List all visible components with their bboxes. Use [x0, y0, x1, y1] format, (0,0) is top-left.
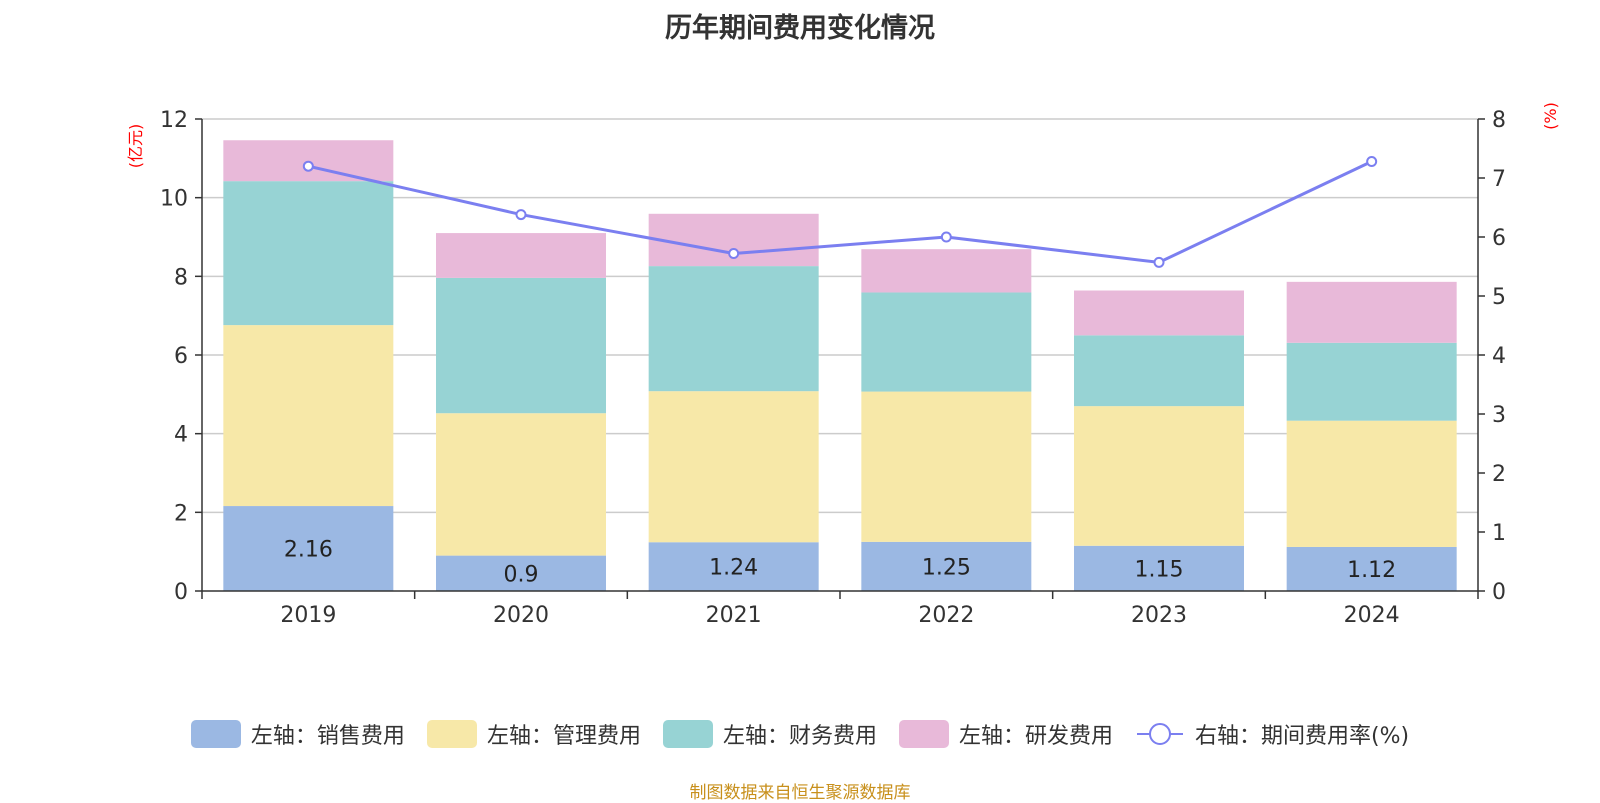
bar-segment: [1286, 420, 1457, 547]
legend-item-expense-ratio[interactable]: 右轴：期间费用率(%): [1135, 718, 1409, 750]
x-axis-tick-label: 2020: [493, 603, 549, 628]
bar-segment: [861, 292, 1032, 392]
bar-segment: [861, 391, 1032, 542]
bar-segment: [436, 555, 606, 591]
bar-segment: [436, 233, 606, 278]
x-axis-tick-label: 2024: [1344, 603, 1400, 628]
right-axis-tick-label: 2: [1492, 462, 1506, 487]
expense-ratio-point: [1366, 155, 1378, 167]
bar-segment: [223, 140, 394, 182]
bar-segment: [1074, 545, 1244, 591]
legend-label-sales: 左轴：销售费用: [250, 724, 405, 749]
legend-line-marker-icon: [1136, 723, 1183, 745]
x-axis-tick-label: 2019: [280, 603, 336, 628]
right-axis-tick-label: 1: [1492, 521, 1506, 546]
legend-item-admin[interactable]: 左轴：管理费用: [426, 718, 641, 750]
left-axis-tick-label: 6: [174, 344, 188, 369]
legend-label-expense-ratio: 右轴：期间费用率(%): [1194, 724, 1410, 749]
bar-segment: [648, 542, 819, 591]
bar-segment: [861, 541, 1032, 591]
legend-item-finance[interactable]: 左轴：财务费用: [662, 718, 877, 750]
right-axis-tick-label: 6: [1492, 226, 1506, 251]
right-axis-unit-label: (%): [1541, 102, 1560, 130]
bar-segment: [648, 391, 819, 543]
bar-segment: [1286, 342, 1457, 421]
legend-label-admin: 左轴：管理费用: [486, 724, 641, 749]
bar-segment: [1286, 281, 1457, 343]
right-axis-tick-label: 3: [1492, 403, 1506, 428]
legend-swatch-admin: [426, 720, 477, 748]
expense-ratio-point: [940, 231, 952, 243]
expense-ratio-point: [515, 209, 527, 221]
bar-segment: [223, 181, 394, 326]
expense-ratio-line: [308, 160, 1373, 264]
bar-segment: [861, 249, 1032, 293]
legend-label-rnd: 左轴：研发费用: [958, 724, 1113, 749]
left-axis-tick-label: 2: [174, 501, 188, 526]
right-axis-tick-label: 7: [1492, 167, 1506, 192]
bar-data-label: 0.9: [504, 562, 539, 587]
data-source-note: 制图数据来自恒生聚源数据库: [689, 783, 911, 803]
chart-title: 历年期间费用变化情况: [665, 13, 935, 44]
bar-segment: [1074, 335, 1244, 407]
bar-segment: [436, 277, 606, 414]
right-axis-tick-label: 0: [1492, 580, 1506, 605]
bar-segment: [223, 325, 394, 507]
legend-item-sales[interactable]: 左轴：销售费用: [190, 718, 405, 750]
legend-swatch-finance: [662, 720, 713, 748]
expense-ratio-point: [728, 248, 740, 260]
legend: 左轴：销售费用 左轴：管理费用 左轴：财务费用 左轴：研发费用 右轴：期间费用率…: [0, 718, 1600, 750]
legend-item-rnd[interactable]: 左轴：研发费用: [898, 718, 1113, 750]
bar-data-label: 1.24: [709, 556, 758, 581]
bar-data-label: 1.15: [1135, 557, 1184, 582]
bar-segment: [648, 266, 819, 392]
x-axis-tick-label: 2022: [918, 603, 974, 628]
right-axis-tick-label: 4: [1492, 344, 1506, 369]
x-axis-tick-label: 2021: [706, 603, 762, 628]
right-axis-tick-label: 8: [1492, 108, 1506, 133]
legend-swatch-rnd: [898, 720, 949, 748]
bar-segment: [1074, 406, 1244, 546]
left-axis-tick-label: 12: [160, 108, 188, 133]
right-axis-tick-label: 5: [1492, 285, 1506, 310]
expense-ratio-point: [1153, 256, 1165, 268]
bar-data-label: 1.25: [922, 555, 971, 580]
bar-data-label: 1.12: [1347, 558, 1396, 583]
left-axis-tick-label: 4: [174, 423, 188, 448]
bar-data-label: 2.16: [284, 538, 333, 563]
left-axis-tick-label: 8: [174, 265, 188, 290]
left-axis-unit-label: (亿元): [126, 124, 145, 169]
bar-segment: [223, 506, 394, 591]
legend-label-finance: 左轴：财务费用: [722, 724, 877, 749]
x-axis-tick-label: 2023: [1131, 603, 1187, 628]
bar-segment: [1074, 290, 1244, 336]
left-axis-tick-label: 0: [174, 580, 188, 605]
bar-segment: [1286, 546, 1457, 591]
legend-swatch-sales: [190, 720, 241, 748]
bar-segment: [436, 413, 606, 556]
expense-ratio-point: [302, 160, 314, 172]
left-axis-tick-label: 10: [160, 187, 188, 212]
